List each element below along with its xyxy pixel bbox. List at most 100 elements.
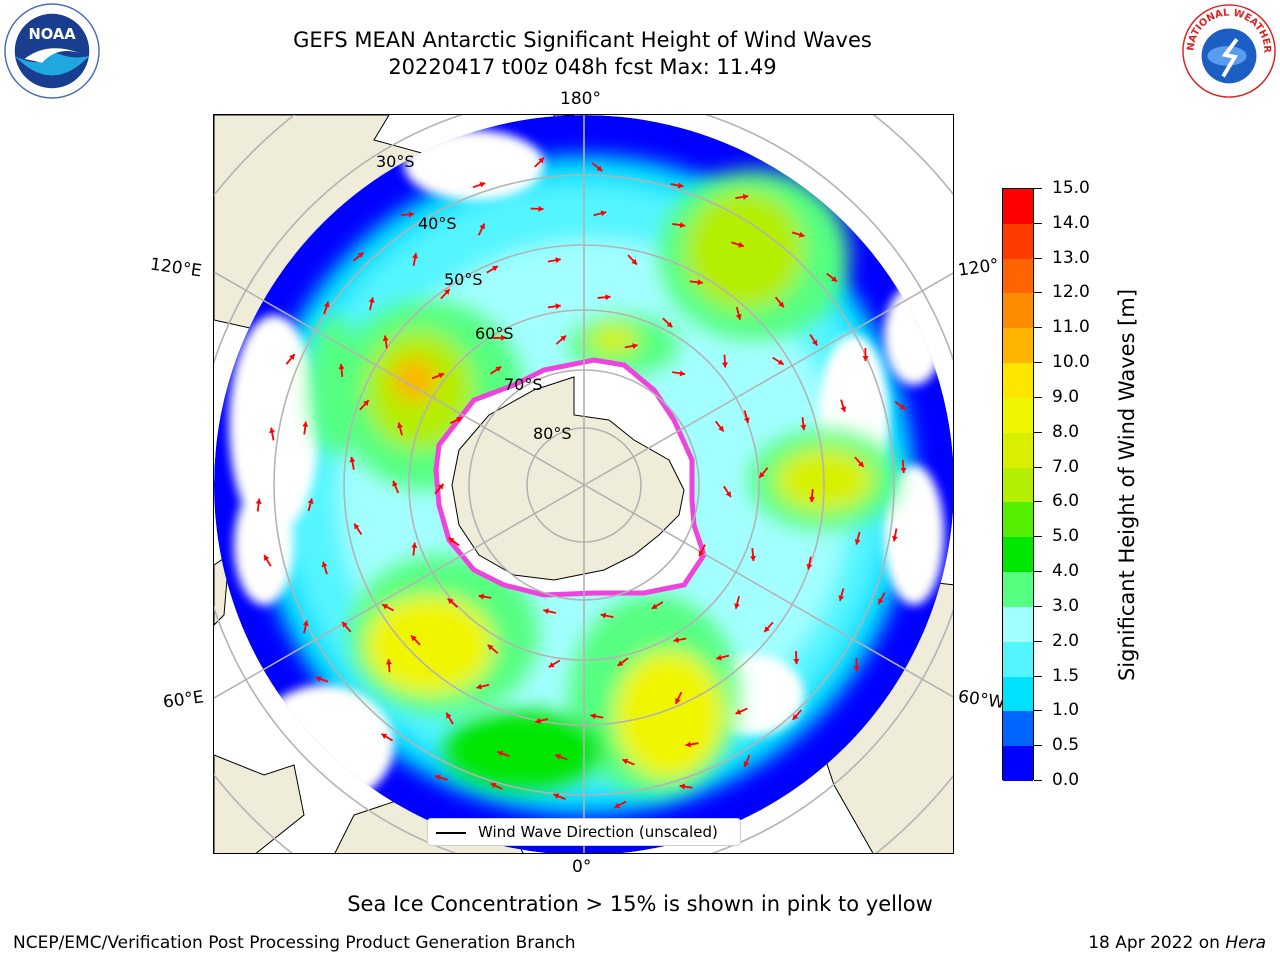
- wave-direction-arrowhead: [735, 708, 742, 715]
- wave-direction-arrowhead: [487, 644, 494, 651]
- wave-direction-arrowhead: [538, 205, 544, 212]
- colorbar-segment: [1003, 572, 1033, 607]
- wave-direction-arrowhead: [385, 659, 392, 665]
- footer-date-text: 18 Apr 2022 on: [1088, 933, 1226, 953]
- colorbar-tick-label: 7.0: [1052, 456, 1080, 477]
- wave-direction-arrowhead: [614, 802, 621, 809]
- wave-field: [214, 115, 953, 853]
- wave-direction-arrowhead: [538, 157, 545, 164]
- lon-label-upper-left: 120°E: [148, 254, 203, 282]
- wave-direction-arrowhead: [490, 782, 497, 789]
- colorbar-segment: [1003, 363, 1033, 398]
- colorbar-segment: [1003, 606, 1033, 642]
- wave-direction-arrowhead: [456, 417, 463, 423]
- colorbar-tick-label: 14.0: [1052, 212, 1090, 233]
- colorbar-segment: [1003, 467, 1033, 503]
- wave-direction-arrowhead: [479, 181, 486, 188]
- map-legend: Wind Wave Direction (unscaled): [427, 818, 741, 846]
- colorbar-tick-label: 1.5: [1052, 665, 1080, 686]
- wave-direction-arrowhead: [725, 491, 731, 498]
- map-svg: [214, 115, 953, 853]
- wave-direction-arrowhead: [535, 717, 541, 724]
- wave-direction-arrowhead: [411, 635, 417, 642]
- wave-direction-arrowhead: [555, 257, 561, 264]
- wave-direction-arrowhead: [679, 222, 686, 229]
- wave-direction-arrowhead: [264, 555, 270, 561]
- colorbar-tick: [1034, 745, 1042, 747]
- wave-direction-arrowhead: [357, 252, 364, 259]
- footer-date: 18 Apr 2022 on Hera: [1088, 932, 1266, 954]
- wave-direction-arrowhead: [476, 683, 483, 690]
- wave-direction-arrowhead: [853, 665, 860, 671]
- wave-direction-arrowhead: [553, 793, 560, 799]
- wave-direction-arrowhead: [382, 335, 389, 341]
- wave-direction-arrowhead: [497, 750, 504, 757]
- footer-branch: NCEP/EMC/Verification Post Processing Pr…: [13, 933, 576, 953]
- wave-direction-arrowhead: [685, 741, 691, 748]
- wave-direction-arrowhead: [315, 676, 322, 682]
- lon-label-lower-left: 60°E: [161, 687, 206, 713]
- wave-direction-arrowhead: [743, 417, 750, 424]
- wave-direction-arrowhead: [289, 354, 295, 360]
- wave-direction-arrowhead: [698, 550, 705, 557]
- wave-direction-arrowhead: [743, 761, 750, 768]
- wave-direction-arrowhead: [412, 253, 419, 259]
- wave-direction-arrowhead: [560, 335, 567, 342]
- colorbar-segment: [1003, 189, 1033, 224]
- polar-map: [213, 114, 954, 854]
- wave-direction-arrowhead: [543, 608, 549, 615]
- colorbar-tick-label: 9.0: [1052, 386, 1080, 407]
- lat-label-40s: 40°S: [418, 214, 457, 233]
- wave-direction-arrowhead: [555, 303, 561, 310]
- wave-direction-arrowhead: [437, 483, 444, 490]
- wave-direction-arrowhead: [679, 783, 686, 790]
- colorbar-segment: [1003, 746, 1033, 781]
- colorbar-tick-label: 4.0: [1052, 561, 1080, 582]
- colorbar-tick-label: 10.0: [1052, 352, 1090, 373]
- lon-label-bottom: 0°: [572, 857, 592, 877]
- wave-direction-arrowhead: [392, 480, 398, 487]
- nws-logo: NATIONAL WEATHER SERVICE: [1180, 2, 1276, 98]
- colorbar-tick: [1034, 362, 1042, 364]
- lon-label-upper-right: 120°: [956, 255, 1001, 281]
- lat-label-70s: 70°S: [504, 375, 543, 394]
- title-line-1: GEFS MEAN Antarctic Significant Height o…: [293, 28, 872, 52]
- wave-direction-arrowhead: [501, 334, 507, 341]
- wave-direction-arrowhead: [675, 698, 681, 704]
- lat-label-30s: 30°S: [376, 152, 415, 171]
- colorbar-tick: [1034, 188, 1042, 189]
- lat-label-60s: 60°S: [475, 324, 514, 343]
- wave-direction-arrowhead: [792, 714, 799, 720]
- wave-direction-arrowhead: [342, 621, 348, 628]
- wave-direction-arrowhead: [411, 542, 418, 548]
- wave-direction-arrowhead: [617, 660, 624, 666]
- wave-direction-arrowhead: [750, 555, 757, 562]
- wave-direction-arrowhead: [255, 498, 262, 504]
- wave-direction-arrowhead: [800, 424, 807, 431]
- wave-direction-arrowhead: [408, 211, 414, 218]
- wave-direction-arrowhead: [759, 471, 765, 478]
- colorbar-tick: [1034, 605, 1042, 607]
- wave-direction-arrowhead: [666, 321, 673, 328]
- wave-direction-arrowhead: [778, 301, 784, 308]
- wave-direction-arrowhead: [590, 713, 596, 720]
- wave-direction-arrowhead: [697, 279, 703, 286]
- wave-direction-arrowhead: [349, 456, 356, 463]
- wave-direction-arrowhead: [495, 366, 502, 372]
- wave-direction-arrowhead: [862, 356, 869, 362]
- sea-ice-note: Sea Ice Concentration > 15% is shown in …: [347, 892, 933, 916]
- colorbar-tick: [1034, 257, 1042, 259]
- colorbar-title: Significant Height of Wind Waves [m]: [1115, 288, 1139, 682]
- wave-direction-arrowhead: [673, 637, 679, 643]
- wave-direction-arrowhead: [679, 370, 686, 377]
- wave-direction-arrowhead: [548, 661, 555, 668]
- wave-direction-arrowhead: [605, 294, 611, 301]
- colorbar-segment: [1003, 293, 1033, 329]
- colorbar-tick: [1034, 675, 1042, 677]
- colorbar-tick: [1034, 292, 1042, 294]
- wave-direction-arrowhead: [600, 210, 607, 217]
- wave-direction-arrowhead: [596, 165, 603, 172]
- wave-direction-arrowhead: [764, 626, 770, 632]
- wave-direction-arrowhead: [798, 231, 805, 238]
- wave-direction-arrowhead: [632, 343, 638, 349]
